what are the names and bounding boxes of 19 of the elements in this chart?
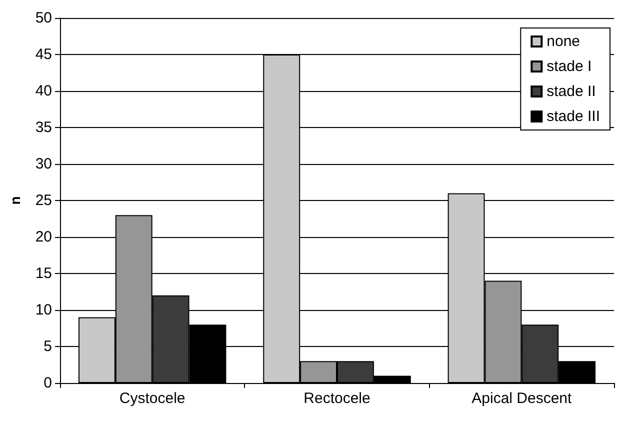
y-tick-label: 45 — [35, 46, 52, 63]
y-tick-label: 35 — [35, 119, 52, 136]
legend-label: none — [546, 33, 580, 50]
y-tick-label: 40 — [35, 82, 52, 100]
legend-label: stade II — [546, 83, 596, 100]
y-axis-title: n — [7, 196, 23, 205]
y-tick-label: 5 — [44, 338, 52, 355]
x-tick-label: Apical Descent — [472, 390, 573, 407]
y-tick-label: 10 — [35, 302, 52, 318]
x-tick-label: Rectocele — [304, 390, 370, 407]
y-tick-label: 30 — [35, 156, 52, 172]
y-tick-label: 20 — [35, 228, 52, 246]
y-tick-label: 15 — [35, 265, 52, 282]
legend-label: stade I — [546, 58, 592, 75]
legend-label: stade III — [546, 108, 600, 125]
x-tick-label: Cystocele — [119, 390, 186, 407]
y-tick-label: 50 — [35, 10, 52, 26]
y-tick-label: 0 — [44, 374, 52, 392]
y-tick-label: 25 — [35, 192, 52, 209]
